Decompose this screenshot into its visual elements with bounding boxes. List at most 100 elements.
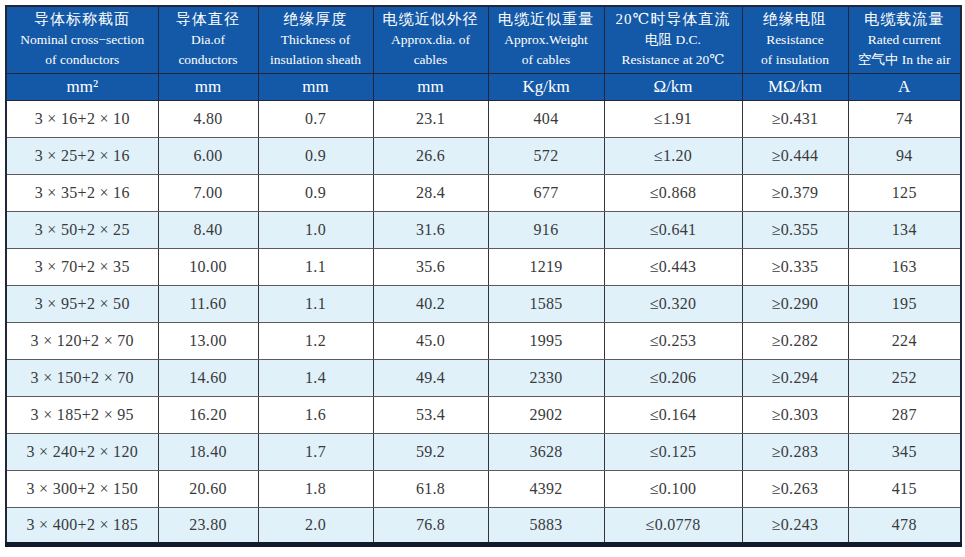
table-cell: 1.7 xyxy=(258,433,373,470)
header-en-label: Thickness of xyxy=(260,30,372,50)
header-en-label: of insulation xyxy=(744,50,847,70)
table-cell: ≤1.91 xyxy=(604,100,742,137)
header-en-label: of cables xyxy=(490,50,603,70)
unit-cell-kgkm: Kg/km xyxy=(488,73,604,100)
header-zh-label: 电缆载流量 xyxy=(850,9,960,30)
table-cell: ≥0.282 xyxy=(742,322,848,359)
table-cell: 8.40 xyxy=(158,211,258,248)
header-zh-label: 绝缘电阻 xyxy=(744,9,847,30)
table-row: 3 × 70+2 × 3510.001.135.61219≤0.443≥0.33… xyxy=(6,248,961,285)
table-cell: 23.80 xyxy=(158,507,258,544)
table-cell: 35.6 xyxy=(373,248,488,285)
header-zh-label: 电缆近似外径 xyxy=(375,9,487,30)
table-cell: 0.7 xyxy=(258,100,373,137)
page-root: { "colors": { "header_bg": "#1459a7", "h… xyxy=(0,0,965,557)
column-header-insulation-thickness: 绝缘厚度 Thickness of insulation sheath xyxy=(258,6,373,73)
table-cell: 3 × 70+2 × 35 xyxy=(6,248,158,285)
table-cell: 1219 xyxy=(488,248,604,285)
table-cell: 11.60 xyxy=(158,285,258,322)
table-cell: 125 xyxy=(848,174,961,211)
header-en-label: Approx.Weight xyxy=(490,30,603,50)
header-zh-label: 电缆近似重量 xyxy=(490,9,603,30)
table-cell: ≤0.125 xyxy=(604,433,742,470)
table-cell: 1995 xyxy=(488,322,604,359)
table-cell: ≥0.290 xyxy=(742,285,848,322)
table-cell: 3 × 50+2 × 25 xyxy=(6,211,158,248)
header-en-label: cables xyxy=(375,50,487,70)
table-row: 3 × 25+2 × 166.000.926.6572≤1.20≥0.44494 xyxy=(6,137,961,174)
table-cell: 1.4 xyxy=(258,359,373,396)
cable-spec-table: 导体标称截面 Nominal cross−section of conducto… xyxy=(5,5,962,547)
header-en-label: Rated current xyxy=(850,30,960,50)
table-cell: ≤0.320 xyxy=(604,285,742,322)
header-en-label: Resistance at 20℃ xyxy=(606,50,741,70)
table-cell: 287 xyxy=(848,396,961,433)
table-cell: 1.2 xyxy=(258,322,373,359)
header-en-label: 电阻 D.C. xyxy=(606,30,741,50)
unit-cell-mm: mm xyxy=(158,73,258,100)
header-en-label: Dia.of xyxy=(160,30,257,50)
table-cell: 2330 xyxy=(488,359,604,396)
table-cell: 224 xyxy=(848,322,961,359)
table-cell: ≥0.243 xyxy=(742,507,848,544)
table-cell: 45.0 xyxy=(373,322,488,359)
table-cell: 2902 xyxy=(488,396,604,433)
table-cell: ≤1.20 xyxy=(604,137,742,174)
table-cell: 3628 xyxy=(488,433,604,470)
table-cell: 40.2 xyxy=(373,285,488,322)
table-cell: 53.4 xyxy=(373,396,488,433)
table-row: 3 × 150+2 × 7014.601.449.42330≤0.206≥0.2… xyxy=(6,359,961,396)
header-zh-label: 20℃时导体直流 xyxy=(606,9,741,30)
table-cell: 1.1 xyxy=(258,248,373,285)
table-cell: ≥0.263 xyxy=(742,470,848,507)
table-header: 导体标称截面 Nominal cross−section of conducto… xyxy=(6,6,961,100)
table-cell: 478 xyxy=(848,507,961,544)
cable-spec-page: 导体标称截面 Nominal cross−section of conducto… xyxy=(0,0,965,547)
table-cell: 345 xyxy=(848,433,961,470)
table-cell: ≤0.253 xyxy=(604,322,742,359)
table-body: 3 × 16+2 × 104.800.723.1404≤1.91≥0.43174… xyxy=(6,100,961,544)
table-cell: 3 × 240+2 × 120 xyxy=(6,433,158,470)
table-cell: ≤0.164 xyxy=(604,396,742,433)
table-row: 3 × 35+2 × 167.000.928.4677≤0.868≥0.3791… xyxy=(6,174,961,211)
table-cell: 1.0 xyxy=(258,211,373,248)
table-cell: 76.8 xyxy=(373,507,488,544)
column-header-rated-current: 电缆载流量 Rated current 空气中 In the air xyxy=(848,6,961,73)
unit-cell-mm: mm xyxy=(258,73,373,100)
table-cell: 31.6 xyxy=(373,211,488,248)
header-zh-label: 导体直径 xyxy=(160,9,257,30)
unit-cell-mm: mm xyxy=(373,73,488,100)
table-cell: ≤0.100 xyxy=(604,470,742,507)
column-header-nominal-cross-section: 导体标称截面 Nominal cross−section of conducto… xyxy=(6,6,158,73)
header-en-label: 空气中 In the air xyxy=(850,50,960,70)
table-cell: 677 xyxy=(488,174,604,211)
table-cell: ≤0.641 xyxy=(604,211,742,248)
table-cell: 20.60 xyxy=(158,470,258,507)
header-zh-label: 绝缘厚度 xyxy=(260,9,372,30)
table-cell: 18.40 xyxy=(158,433,258,470)
table-cell: 74 xyxy=(848,100,961,137)
table-cell: 3 × 120+2 × 70 xyxy=(6,322,158,359)
table-row: 3 × 16+2 × 104.800.723.1404≤1.91≥0.43174 xyxy=(6,100,961,137)
column-header-insulation-resistance: 绝缘电阻 Resistance of insulation xyxy=(742,6,848,73)
table-row: 3 × 185+2 × 9516.201.653.42902≤0.164≥0.3… xyxy=(6,396,961,433)
column-header-approx-weight: 电缆近似重量 Approx.Weight of cables xyxy=(488,6,604,73)
table-cell: ≥0.444 xyxy=(742,137,848,174)
header-en-label: Approx.dia. of xyxy=(375,30,487,50)
table-cell: ≥0.335 xyxy=(742,248,848,285)
unit-cell-mm2: mm² xyxy=(6,73,158,100)
table-cell: 14.60 xyxy=(158,359,258,396)
column-header-approx-dia: 电缆近似外径 Approx.dia. of cables xyxy=(373,6,488,73)
table-row: 3 × 50+2 × 258.401.031.6916≤0.641≥0.3551… xyxy=(6,211,961,248)
table-cell: 26.6 xyxy=(373,137,488,174)
header-en-label: insulation sheath xyxy=(260,50,372,70)
table-cell: 252 xyxy=(848,359,961,396)
table-cell: ≥0.283 xyxy=(742,433,848,470)
table-cell: 0.9 xyxy=(258,174,373,211)
table-cell: 3 × 25+2 × 16 xyxy=(6,137,158,174)
table-cell: 163 xyxy=(848,248,961,285)
table-row: 3 × 95+2 × 5011.601.140.21585≤0.320≥0.29… xyxy=(6,285,961,322)
table-cell: ≤0.443 xyxy=(604,248,742,285)
header-en-label: Nominal cross−section xyxy=(8,30,157,50)
table-cell: 6.00 xyxy=(158,137,258,174)
